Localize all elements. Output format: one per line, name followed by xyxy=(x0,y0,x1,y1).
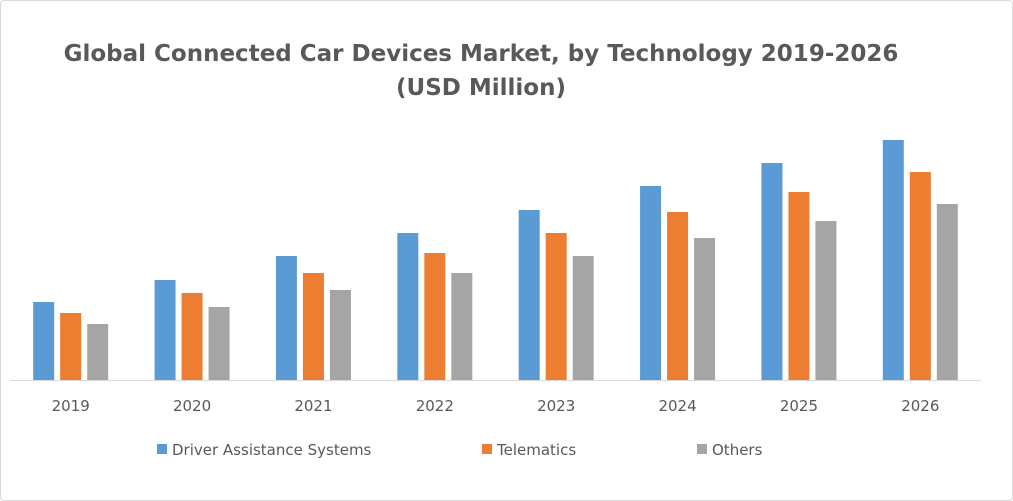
bar-others-2019 xyxy=(87,324,109,380)
x-tick-label: 2021 xyxy=(294,397,332,415)
bar-telematics-2019 xyxy=(60,313,82,380)
x-tick-label: 2023 xyxy=(537,397,575,415)
bar-telematics-2020 xyxy=(181,293,203,380)
bar-telematics-2025 xyxy=(788,192,810,380)
bar-telematics-2026 xyxy=(909,172,931,380)
bar-others-2023 xyxy=(572,256,594,380)
x-tick-label: 2025 xyxy=(780,397,818,415)
bar-others-2022 xyxy=(451,273,473,380)
bar-driver-assistance-systems-2023 xyxy=(518,210,540,380)
bar-others-2020 xyxy=(208,307,230,380)
bar-telematics-2023 xyxy=(545,233,567,380)
bar-others-2024 xyxy=(694,238,716,380)
bar-driver-assistance-systems-2019 xyxy=(33,302,55,380)
bar-driver-assistance-systems-2024 xyxy=(640,186,662,380)
x-tick-label: 2022 xyxy=(416,397,454,415)
bar-telematics-2024 xyxy=(667,212,689,380)
bar-driver-assistance-systems-2026 xyxy=(882,140,904,380)
x-tick-label: 2019 xyxy=(52,397,90,415)
x-tick-label: 2026 xyxy=(901,397,939,415)
legend-label: Others xyxy=(712,441,763,459)
bar-telematics-2021 xyxy=(302,273,324,380)
x-tick-label: 2020 xyxy=(173,397,211,415)
bar-telematics-2022 xyxy=(424,253,446,380)
legend-swatch xyxy=(157,444,167,454)
bar-driver-assistance-systems-2021 xyxy=(275,256,297,380)
bar-driver-assistance-systems-2022 xyxy=(397,233,419,380)
legend-label: Driver Assistance Systems xyxy=(172,441,372,459)
legend-swatch xyxy=(697,444,707,454)
legend-swatch xyxy=(482,444,492,454)
bar-others-2021 xyxy=(329,290,351,380)
legend-label: Telematics xyxy=(496,441,576,459)
bar-driver-assistance-systems-2025 xyxy=(761,163,783,380)
chart-title-line1: Global Connected Car Devices Market, by … xyxy=(63,41,899,67)
chart-title-line2: (USD Million) xyxy=(396,75,566,101)
bar-others-2025 xyxy=(815,221,837,380)
bar-others-2026 xyxy=(936,204,958,380)
bar-driver-assistance-systems-2020 xyxy=(154,280,176,380)
x-tick-label: 2024 xyxy=(658,397,696,415)
